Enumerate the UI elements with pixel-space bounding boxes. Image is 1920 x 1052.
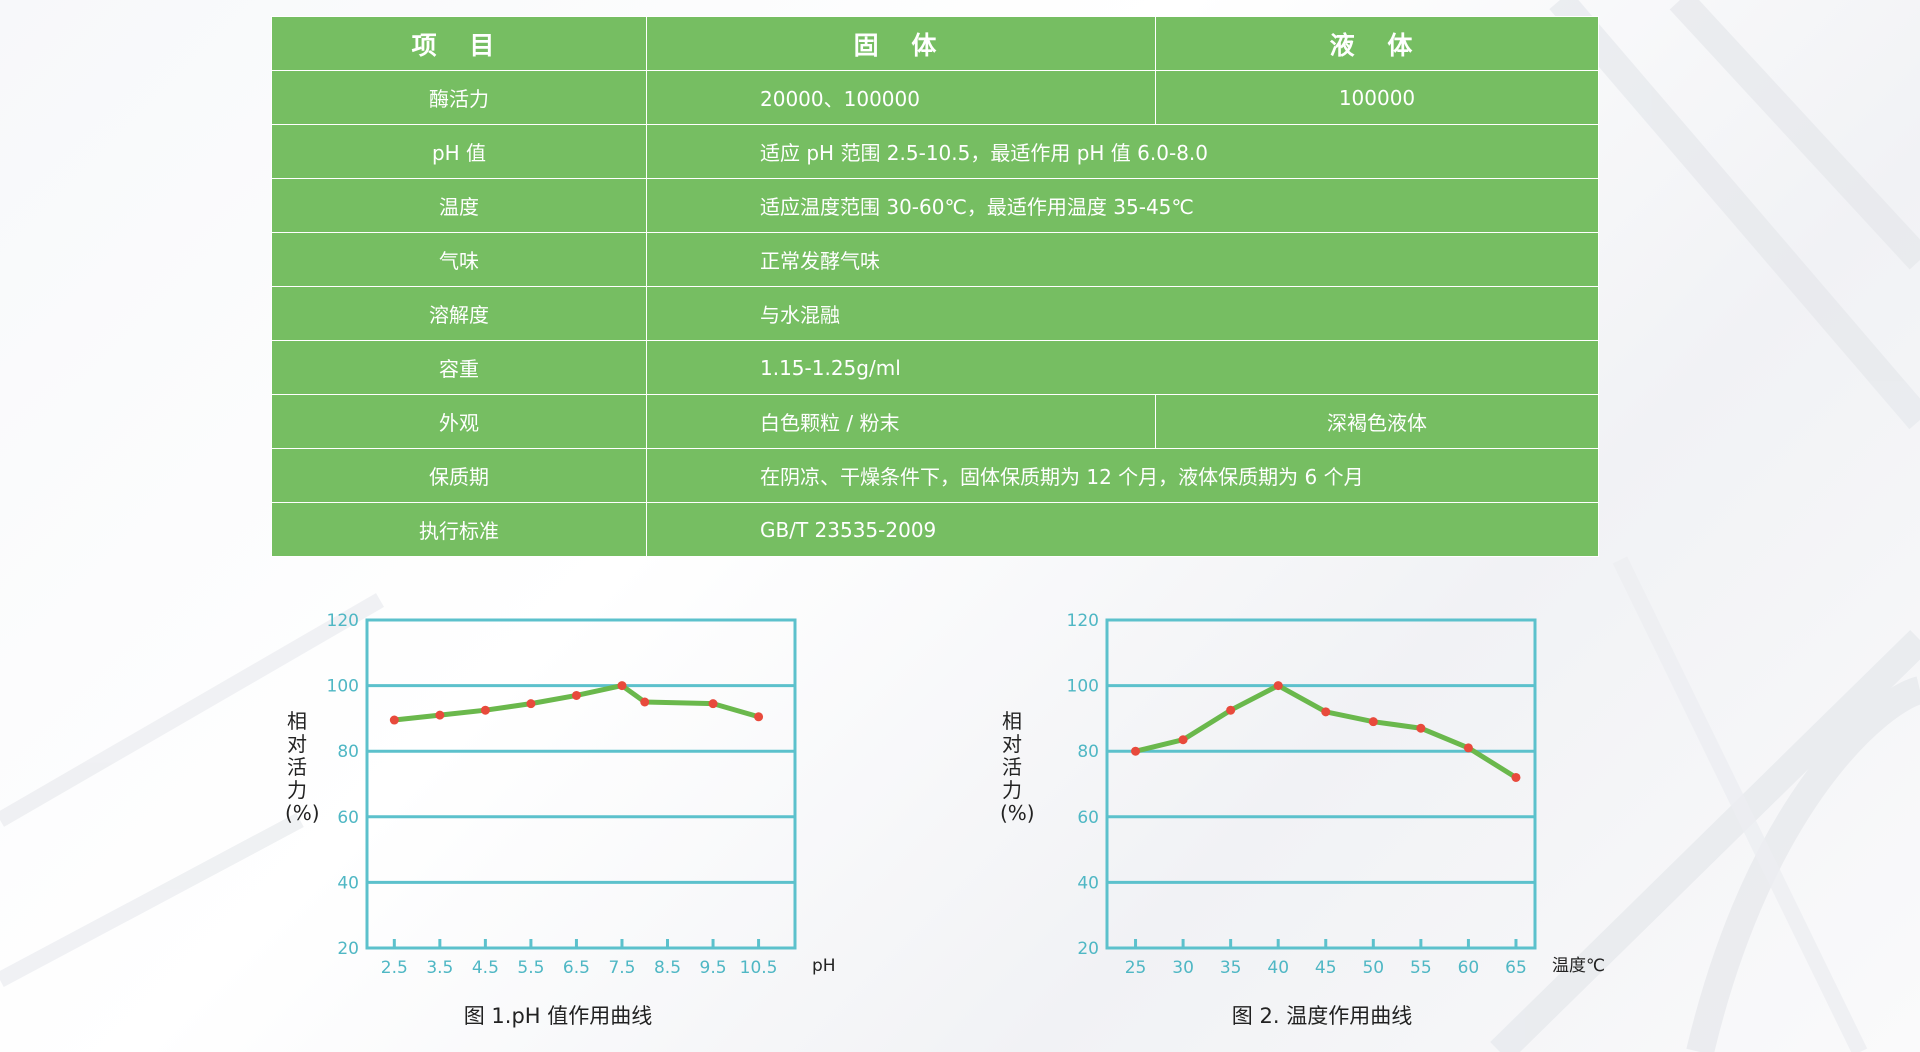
table-row: 气味 正常发酵气味 [271,232,1599,287]
row-item: 外观 [271,394,647,449]
plot-frame [365,618,797,950]
x-tick-label: 25 [1125,958,1147,978]
data-point [1416,723,1426,733]
table-row: 容重 1.15-1.25g/ml [271,340,1599,395]
data-point [1511,772,1521,782]
table-row: 执行标准 GB/T 23535-2009 [271,502,1599,557]
x-tick-label: 50 [1362,958,1384,978]
row-value: 正常发酵气味 [646,232,1599,287]
data-point [1273,681,1283,691]
table-row: 溶解度 与水混融 [271,286,1599,341]
data-point [1368,717,1378,727]
row-item: 温度 [271,178,647,233]
row-solid: 20000、100000 [646,70,1156,125]
temperature-chart: 20 40 60 80 100 120 25 30 35 40 45 50 55 60 65 温度℃ [1067,611,1606,978]
x-tick-label: 4.5 [472,958,499,978]
y-tick-label: 40 [1077,873,1099,893]
y-tick-label: 80 [337,742,359,762]
data-point [708,699,718,709]
chart1-caption: 图 1.pH 值作用曲线 [463,1004,653,1028]
row-value: 适应温度范围 30-60℃，最适作用温度 35-45℃ [646,178,1599,233]
series-line [1134,683,1518,780]
table-row: 外观 白色颗粒 / 粉末 深褐色液体 [271,394,1599,449]
table-row: 酶活力 20000、100000 100000 [271,70,1599,125]
row-item: 保质期 [271,448,647,503]
row-item: 执行标准 [271,502,647,557]
row-item: pH 值 [271,124,647,179]
x-tick-label: 5.5 [517,958,544,978]
data-point [1178,735,1188,745]
row-liquid: 深褐色液体 [1155,394,1599,449]
row-value: GB/T 23535-2009 [646,502,1599,557]
data-point [1321,707,1331,717]
y-tick-label: 100 [1067,677,1099,697]
data-point [640,697,650,707]
table-header-row: 项 目 固 体 液 体 [271,16,1599,71]
x-tick-label: 8.5 [654,958,681,978]
x-tick-label: 60 [1458,958,1480,978]
x-tick-label: 9.5 [700,958,727,978]
row-value: 与水混融 [646,286,1599,341]
plot-frame [1105,618,1537,950]
x-axis-label: 温度℃ [1552,956,1605,976]
data-point [480,705,490,715]
x-tick-label: 30 [1172,958,1194,978]
table-row: pH 值 适应 pH 范围 2.5-10.5，最适作用 pH 值 6.0-8.0 [271,124,1599,179]
x-tick-label: 2.5 [381,958,408,978]
chart2-ylabel: 相对活力(%) [1000,709,1035,825]
row-value: 1.15-1.25g/ml [646,340,1599,395]
data-point [1131,746,1141,756]
data-point [1463,743,1473,753]
x-tick-label: 45 [1315,958,1337,978]
row-solid: 白色颗粒 / 粉末 [646,394,1156,449]
row-item: 酶活力 [271,70,647,125]
x-tick-label: 55 [1410,958,1432,978]
ph-chart: 20 40 60 80 100 120 2.5 3.5 4.5 5.5 6.5 7.5 8.5 9.5 10… [327,611,836,978]
data-point [389,715,399,725]
y-tick-label: 20 [1077,939,1099,959]
x-tick-label: 7.5 [608,958,635,978]
y-tick-label: 40 [337,873,359,893]
x-tick-label: 65 [1505,958,1527,978]
data-point [1226,705,1236,715]
x-axis-label: pH [812,956,836,976]
row-item: 容重 [271,340,647,395]
data-point [754,712,764,722]
x-tick-label: 35 [1220,958,1242,978]
y-tick-label: 60 [1077,808,1099,828]
row-item: 气味 [271,232,647,287]
data-point [617,681,627,691]
data-point [571,690,581,700]
header-solid: 固 体 [646,16,1156,71]
data-point [435,710,445,720]
row-item: 溶解度 [271,286,647,341]
x-tick-label: 40 [1267,958,1289,978]
chart1-ylabel: 相对活力(%) [285,709,320,825]
header-liquid: 液 体 [1155,16,1599,71]
x-tick-label: 6.5 [563,958,590,978]
header-item: 项 目 [271,16,647,71]
row-value: 适应 pH 范围 2.5-10.5，最适作用 pH 值 6.0-8.0 [646,124,1599,179]
series-line [394,683,760,723]
y-tick-label: 120 [1067,611,1099,631]
y-tick-label: 60 [337,808,359,828]
data-point [526,699,536,709]
y-tick-label: 120 [327,611,359,631]
y-tick-label: 20 [337,939,359,959]
x-tick-label: 3.5 [426,958,453,978]
x-tick-label: 10.5 [740,958,778,978]
table-row: 保质期 在阴凉、干燥条件下，固体保质期为 12 个月，液体保质期为 6 个月 [271,448,1599,503]
row-liquid: 100000 [1155,70,1599,125]
y-tick-label: 100 [327,677,359,697]
row-value: 在阴凉、干燥条件下，固体保质期为 12 个月，液体保质期为 6 个月 [646,448,1599,503]
chart2-caption: 图 2. 温度作用曲线 [1231,1004,1413,1028]
spec-table: 项 目 固 体 液 体 酶活力 20000、100000 100000 pH 值… [271,16,1599,557]
y-tick-label: 80 [1077,742,1099,762]
table-row: 温度 适应温度范围 30-60℃，最适作用温度 35-45℃ [271,178,1599,233]
